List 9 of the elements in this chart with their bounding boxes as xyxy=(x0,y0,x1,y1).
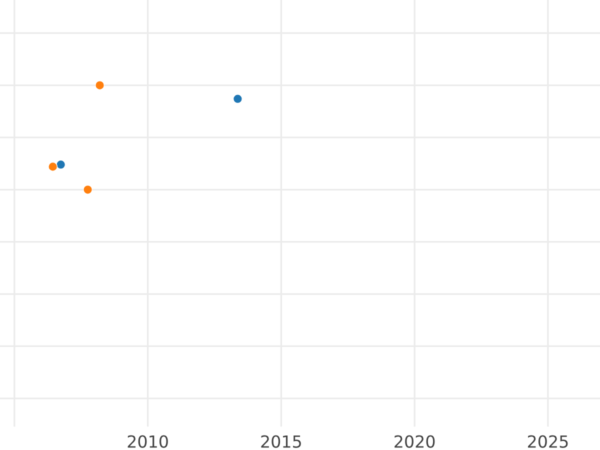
x-tick-label: 2015 xyxy=(261,435,301,448)
point xyxy=(83,184,93,194)
x-tick-label: 2025 xyxy=(528,435,568,448)
point xyxy=(232,94,242,104)
point xyxy=(95,80,105,90)
x-tick-label: 2020 xyxy=(394,435,435,448)
point xyxy=(48,162,58,172)
x-tick-label: 2010 xyxy=(128,435,168,448)
point xyxy=(56,160,66,170)
